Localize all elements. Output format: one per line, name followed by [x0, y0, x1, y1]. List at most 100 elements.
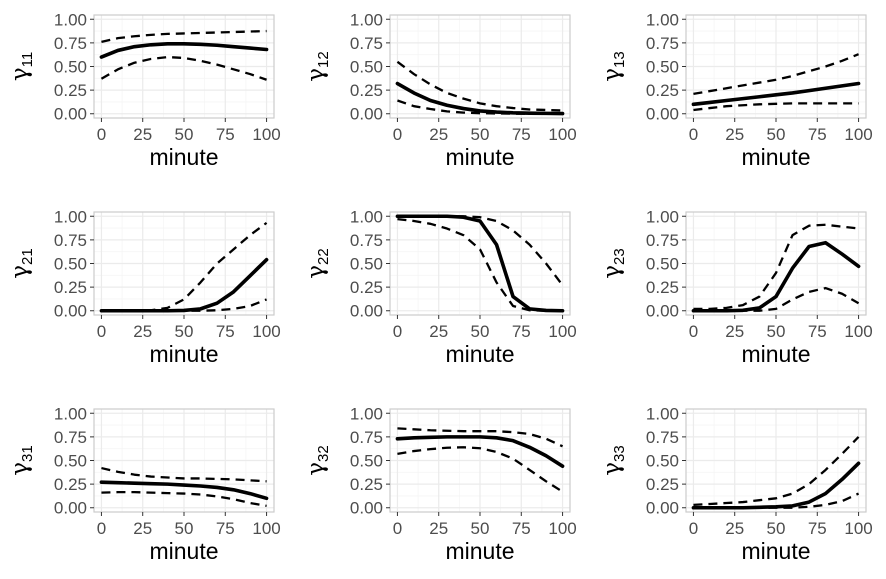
- upper-bound-line: [101, 29, 267, 44]
- y-tick-label: 1.00: [350, 207, 383, 226]
- x-tick-label: 50: [471, 125, 490, 144]
- upper-bound-line: [693, 436, 860, 507]
- x-tick-label: 25: [725, 519, 744, 538]
- y-axis-title: γ21: [7, 248, 36, 278]
- y-tick-label: 0.00: [54, 499, 87, 518]
- x-axis-title: minute: [149, 144, 218, 170]
- x-tick-label: 0: [689, 519, 698, 538]
- x-tick-label: 50: [175, 322, 194, 341]
- estimate-line: [691, 240, 861, 313]
- estimate-line: [99, 480, 269, 501]
- y-tick-label: 1.00: [54, 207, 87, 226]
- y-axis-subscript: 33: [611, 445, 628, 462]
- y-tick-label: 0.00: [646, 105, 679, 124]
- y-tick-label: 1.00: [646, 207, 679, 226]
- y-axis-symbol: γ: [7, 265, 33, 279]
- panel-21: 0.00 0.25 0.50 0.75 1.00 0 25 50 75 100 minute γ21: [7, 207, 281, 367]
- x-tick-label: 50: [767, 125, 786, 144]
- y-tick-label: 0.25: [350, 475, 383, 494]
- y-tick-label: 0.25: [646, 81, 679, 100]
- x-tick-label: 25: [133, 322, 152, 341]
- x-tick-label: 25: [725, 125, 744, 144]
- x-tick-label: 100: [548, 125, 576, 144]
- y-tick-label: 0.25: [54, 475, 87, 494]
- y-axis-subscript: 22: [315, 248, 332, 265]
- x-tick-label: 100: [252, 322, 280, 341]
- y-tick-label: 0.50: [350, 255, 383, 274]
- panel-13: 0.00 0.25 0.50 0.75 1.00 0 25 50 75 100 minute γ13: [599, 10, 873, 170]
- y-axis-subscript: 32: [315, 445, 332, 462]
- y-axis-subscript: 13: [611, 51, 628, 68]
- y-axis-subscript: 12: [315, 51, 332, 68]
- y-tick-label: 1.00: [54, 404, 87, 423]
- upper-bound-line: [396, 60, 563, 112]
- y-axis-title: γ23: [599, 248, 628, 278]
- y-axis-subscript: 11: [19, 52, 36, 68]
- y-axis-symbol: γ: [303, 265, 329, 279]
- x-tick-label: 0: [97, 322, 106, 341]
- lower-bound-line: [693, 102, 859, 112]
- y-axis-title: γ22: [303, 248, 332, 278]
- y-axis-title: γ33: [599, 445, 628, 475]
- x-tick-label: 25: [429, 322, 448, 341]
- estimate-line: [691, 81, 861, 107]
- y-axis-symbol: γ: [599, 68, 625, 82]
- x-tick-label: 75: [512, 322, 531, 341]
- y-tick-label: 0.75: [54, 231, 87, 250]
- x-tick-label: 0: [393, 125, 402, 144]
- estimate-line: [99, 42, 269, 59]
- x-tick-label: 0: [393, 322, 402, 341]
- y-tick-label: 0.50: [646, 255, 679, 274]
- panel-23: 0.00 0.25 0.50 0.75 1.00 0 25 50 75 100 minute γ23: [599, 207, 873, 367]
- x-tick-label: 100: [252, 519, 280, 538]
- lower-bound-line: [397, 446, 564, 493]
- y-axis-subscript: 21: [19, 248, 36, 265]
- upper-bound-line: [693, 223, 859, 311]
- y-tick-label: 0.25: [54, 81, 87, 100]
- panel-22: 0.00 0.25 0.50 0.75 1.00 0 25 50 75 100 minute γ22: [303, 207, 577, 367]
- y-axis-subscript: 31: [19, 445, 36, 462]
- y-tick-label: 0.25: [350, 81, 383, 100]
- y-tick-label: 0.75: [350, 428, 383, 447]
- y-tick-label: 0.50: [646, 58, 679, 77]
- y-tick-label: 0.50: [350, 58, 383, 77]
- y-tick-label: 0.50: [54, 58, 87, 77]
- y-tick-label: 0.75: [350, 34, 383, 53]
- x-tick-label: 50: [471, 322, 490, 341]
- x-tick-label: 75: [808, 125, 827, 144]
- x-tick-label: 75: [512, 125, 531, 144]
- y-axis-symbol: γ: [303, 68, 329, 82]
- upper-bound-line: [101, 466, 267, 483]
- x-tick-label: 75: [512, 519, 531, 538]
- y-tick-label: 0.50: [646, 452, 679, 471]
- x-axis-title: minute: [445, 538, 514, 564]
- lower-bound-line: [693, 286, 860, 312]
- x-tick-label: 50: [175, 519, 194, 538]
- x-tick-label: 50: [175, 125, 194, 144]
- y-axis-symbol: γ: [7, 462, 33, 476]
- x-tick-label: 0: [393, 519, 402, 538]
- y-tick-label: 0.25: [54, 278, 87, 297]
- x-tick-label: 50: [767, 322, 786, 341]
- y-tick-label: 1.00: [646, 10, 679, 29]
- y-tick-label: 0.75: [54, 34, 87, 53]
- y-tick-label: 0.00: [646, 499, 679, 518]
- x-tick-label: 100: [548, 519, 576, 538]
- estimate-line: [99, 257, 269, 313]
- y-axis-symbol: γ: [599, 462, 625, 476]
- x-tick-label: 100: [844, 125, 872, 144]
- y-axis-title: γ32: [303, 445, 332, 475]
- x-tick-label: 25: [429, 519, 448, 538]
- x-tick-label: 75: [216, 519, 235, 538]
- x-tick-label: 75: [808, 322, 827, 341]
- x-axis-title: minute: [445, 144, 514, 170]
- y-axis-title: γ11: [7, 52, 36, 81]
- y-tick-label: 0.50: [350, 452, 383, 471]
- x-tick-label: 75: [216, 125, 235, 144]
- x-tick-label: 100: [252, 125, 280, 144]
- x-tick-label: 0: [689, 125, 698, 144]
- y-axis-title: γ31: [7, 445, 36, 475]
- panel-12: 0.00 0.25 0.50 0.75 1.00 0 25 50 75 100 minute γ12: [303, 10, 577, 170]
- panel-11: 0.00 0.25 0.50 0.75 1.00 0 25 50 75 100 minute γ11: [7, 10, 281, 170]
